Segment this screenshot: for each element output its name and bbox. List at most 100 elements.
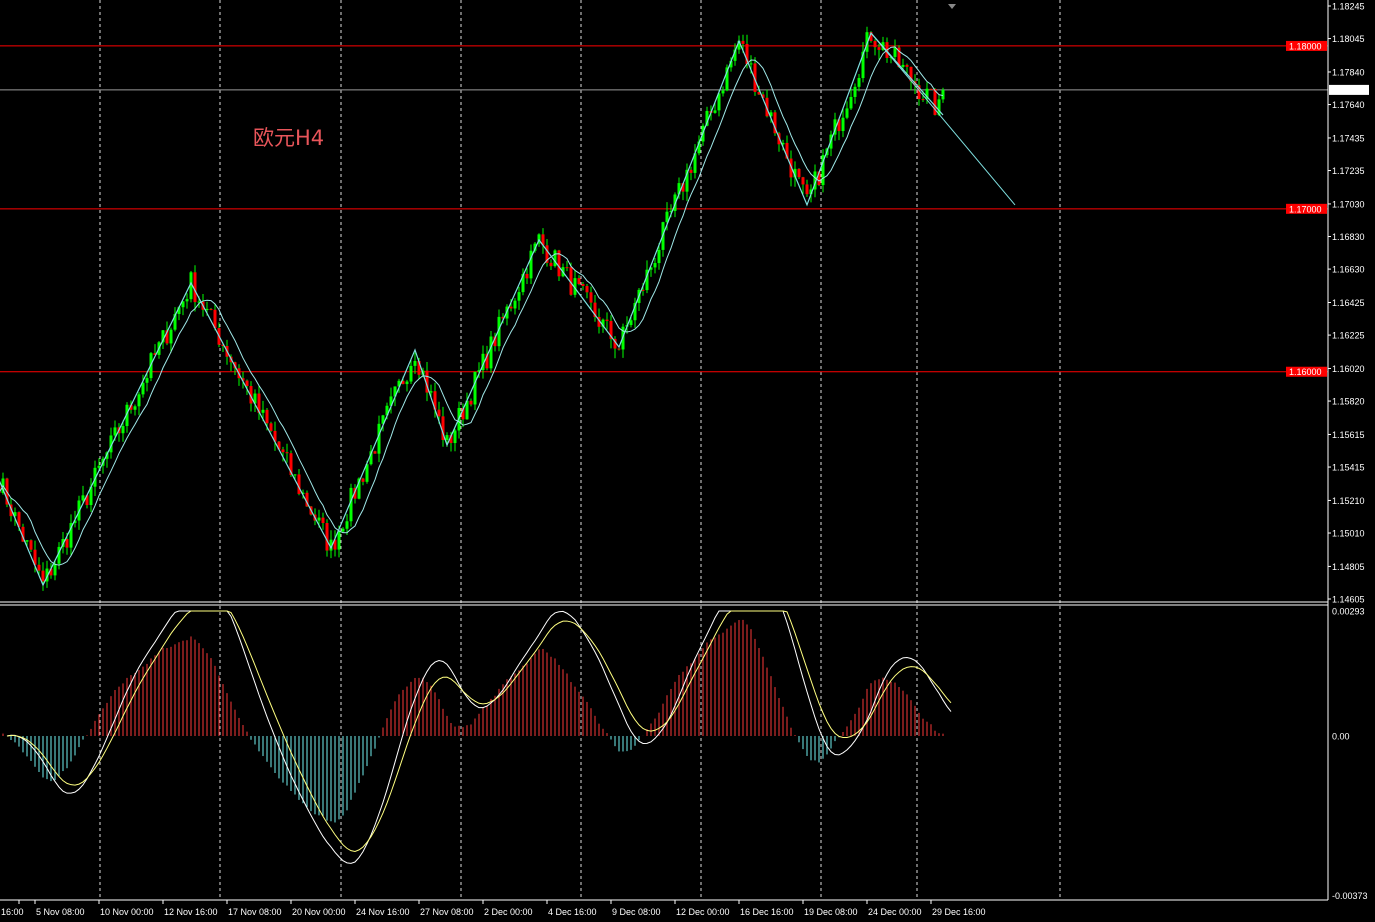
- bull-candle: [693, 153, 697, 173]
- oscillator-tick-label: 0.00293: [1332, 607, 1365, 617]
- bear-candle: [265, 409, 269, 424]
- bear-candle: [525, 273, 529, 279]
- bear-candle: [549, 262, 553, 267]
- bull-candle: [405, 381, 409, 385]
- bull-candle: [649, 267, 653, 270]
- bull-candle: [293, 474, 297, 476]
- price-tick-label: 1.14605: [1332, 595, 1365, 605]
- bull-candle: [189, 272, 193, 300]
- indicator-lines: [0, 31, 1016, 587]
- bull-candle: [397, 380, 401, 387]
- bull-candle: [497, 316, 501, 347]
- bull-candle: [645, 269, 649, 291]
- bull-candle: [633, 303, 637, 321]
- bull-candle: [93, 467, 97, 487]
- projection-trendline: [870, 32, 1016, 206]
- bull-candle: [141, 382, 145, 395]
- bull-candle: [517, 292, 521, 301]
- moving-average-line: [0, 46, 944, 566]
- bear-candle: [325, 523, 329, 551]
- bull-candle: [109, 435, 113, 453]
- bull-candle: [705, 110, 709, 126]
- bear-candle: [585, 285, 589, 293]
- price-tick-label: 1.16020: [1332, 364, 1365, 374]
- bull-candle: [553, 250, 557, 267]
- bear-candle: [37, 564, 41, 571]
- bull-candle: [53, 563, 57, 576]
- bull-candle: [841, 117, 845, 132]
- bear-candle: [909, 66, 913, 82]
- bear-candle: [761, 94, 765, 98]
- bull-candle: [821, 155, 825, 186]
- bear-candle: [33, 549, 37, 565]
- price-tick-label: 1.17030: [1332, 199, 1365, 209]
- signal-line-white: [6, 610, 952, 864]
- price-tick-label: 1.16225: [1332, 331, 1365, 341]
- level-price-label: 1.18000: [1289, 41, 1322, 51]
- time-tick-label: 29 Dec 16:00: [932, 907, 986, 917]
- bull-candle: [45, 568, 49, 582]
- candles: [0, 26, 945, 591]
- oscillator-tick-label: -0.00373: [1332, 891, 1368, 901]
- price-tick-label: 1.16630: [1332, 265, 1365, 275]
- bull-candle: [329, 539, 333, 551]
- bull-candle: [409, 365, 413, 382]
- bear-candle: [797, 168, 801, 178]
- bear-candle: [917, 85, 921, 100]
- bear-candle: [785, 142, 789, 159]
- bull-candle: [197, 301, 201, 303]
- bull-candle: [809, 189, 813, 195]
- bull-candle: [205, 308, 209, 310]
- bull-candle: [341, 528, 345, 532]
- price-tick-label: 1.15210: [1332, 496, 1365, 506]
- bull-candle: [489, 336, 493, 369]
- bear-candle: [461, 408, 465, 420]
- bull-candle: [657, 249, 661, 264]
- time-tick-label: 20 Nov 00:00: [292, 907, 346, 917]
- bull-candle: [729, 60, 733, 68]
- bear-candle: [289, 453, 293, 475]
- bull-candle: [925, 88, 929, 100]
- bull-candle: [853, 86, 857, 97]
- time-tick-label: 5 Nov 08:00: [36, 907, 85, 917]
- bear-candle: [277, 441, 281, 450]
- bear-candle: [741, 40, 745, 44]
- bull-candle: [177, 307, 181, 315]
- bear-candle: [641, 289, 645, 291]
- bear-candle: [565, 267, 569, 269]
- time-tick-label: 27 Nov 08:00: [420, 907, 474, 917]
- bear-candle: [153, 353, 157, 355]
- oscillator-panel: [2, 610, 952, 864]
- bear-candle: [501, 316, 505, 319]
- bull-candle: [73, 520, 77, 524]
- zigzag-line: [0, 31, 944, 587]
- price-tick-label: 1.18245: [1332, 2, 1365, 12]
- bull-candle: [57, 546, 61, 564]
- bear-candle: [425, 370, 429, 393]
- signal-line-yellow: [6, 610, 952, 852]
- bull-candle: [173, 314, 177, 330]
- bear-candle: [333, 539, 337, 550]
- bull-candle: [477, 370, 481, 372]
- time-tick-label: 9 Dec 08:00: [612, 907, 661, 917]
- level-price-label: 1.16000: [1289, 367, 1322, 377]
- bear-candle: [17, 512, 21, 527]
- price-tick-label: 1.15615: [1332, 430, 1365, 440]
- bear-candle: [221, 344, 225, 346]
- bear-candle: [609, 320, 613, 339]
- bull-candle: [377, 423, 381, 454]
- bear-candle: [269, 423, 273, 431]
- time-tick-label: 10 Nov 00:00: [100, 907, 154, 917]
- bull-candle: [849, 96, 853, 109]
- price-tick-label: 1.15415: [1332, 463, 1365, 473]
- current-price-label: 1.17730: [1332, 85, 1365, 95]
- time-tick-label: 4 Dec 16:00: [548, 907, 597, 917]
- bear-candle: [401, 380, 405, 385]
- bear-candle: [613, 338, 617, 349]
- bear-candle: [753, 63, 757, 92]
- bear-candle: [249, 386, 253, 404]
- bear-candle: [485, 353, 489, 369]
- bull-candle: [345, 521, 349, 529]
